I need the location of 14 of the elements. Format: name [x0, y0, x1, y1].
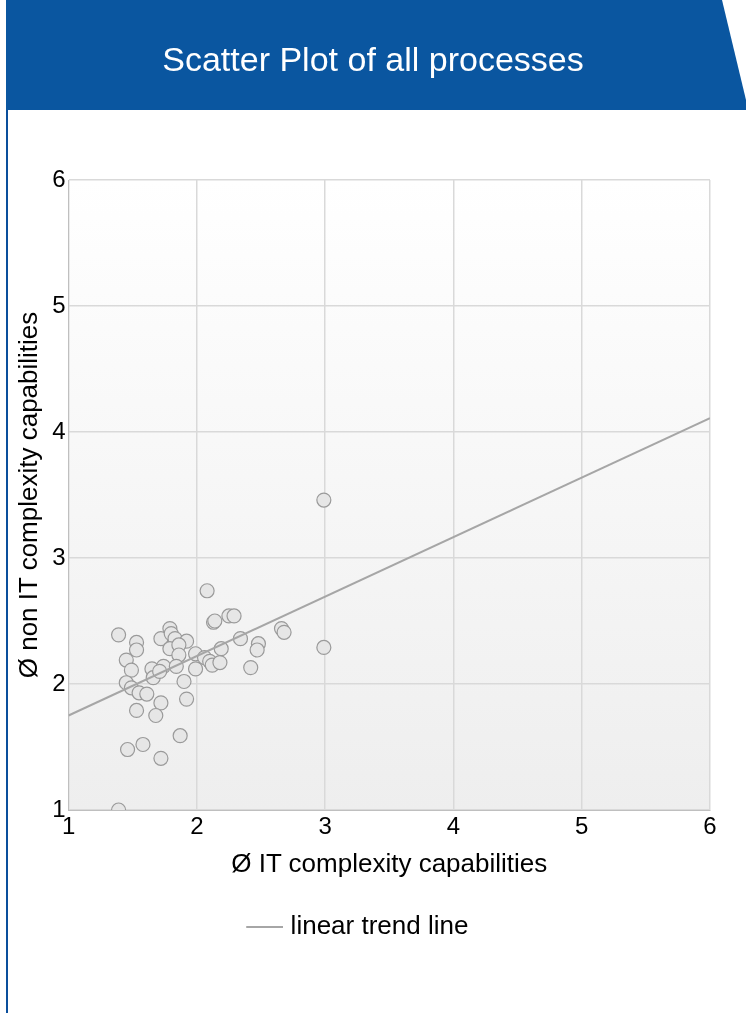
- y-axis-title: Ø non IT complexity capabilities: [12, 311, 43, 679]
- y-tick-label: 4: [52, 416, 66, 444]
- x-tick-label: 2: [190, 812, 204, 840]
- y-tick-label: 6: [52, 164, 66, 192]
- x-tick-label: 5: [575, 812, 589, 840]
- x-tick-label: 6: [703, 812, 717, 840]
- x-axis-title: Ø IT complexity capabilities: [231, 847, 548, 878]
- legend-label: linear trend line: [290, 910, 469, 941]
- y-tick-label: 3: [52, 542, 66, 570]
- y-tick-label: 5: [52, 290, 66, 318]
- chart-title: Scatter Plot of all processes: [161, 39, 585, 80]
- x-tick-label: 3: [318, 812, 332, 840]
- x-tick-label: 4: [446, 812, 461, 840]
- y-tick-label: 2: [52, 668, 66, 696]
